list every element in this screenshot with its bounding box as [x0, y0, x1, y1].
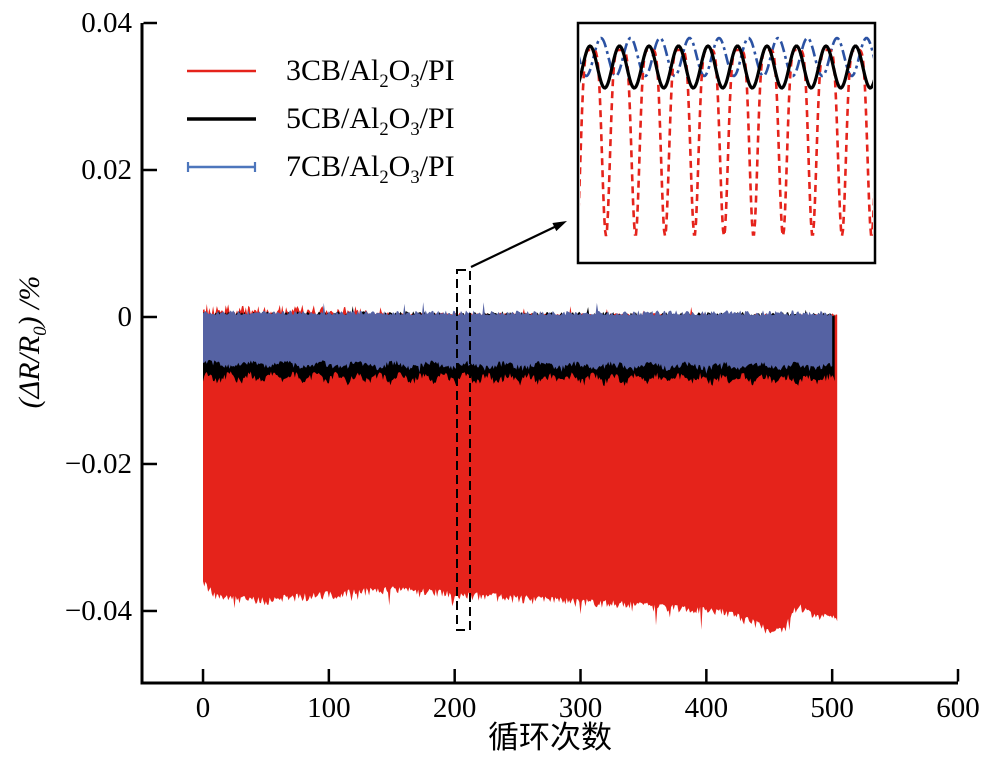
legend-item: 3CB/Al2O3/PI — [271, 51, 455, 91]
series-bands — [203, 302, 838, 634]
x-tick-label: 300 — [558, 692, 603, 724]
legend-item: 5CB/Al2O3/PI — [271, 99, 455, 139]
y-tick-label: 0.04 — [81, 7, 132, 39]
legend-swatches — [186, 69, 257, 172]
y-axis-title: (ΔR/R0) /% — [13, 275, 51, 409]
legend-label: 5CB/Al2O3/PI — [286, 102, 455, 140]
y-tick-label: 0 — [117, 300, 133, 333]
y-tick-label: 0.02 — [81, 153, 132, 186]
legend-label: 3CB/Al2O3/PI — [286, 54, 455, 92]
tick-marks — [143, 21, 960, 682]
y-tick-label: −0.04 — [64, 594, 132, 627]
zoom-region-dashed-rect — [456, 269, 471, 631]
inset-wave-3cb — [580, 48, 873, 237]
band-7cb — [203, 302, 833, 374]
x-tick-label: 500 — [810, 692, 854, 724]
x-tick-label: 0 — [195, 692, 211, 724]
inset — [576, 21, 877, 265]
y-tick-label: −0.02 — [64, 447, 132, 480]
inset-wave-7cb — [580, 36, 873, 78]
zoom-arrow-head — [552, 221, 567, 232]
x-tick-label: 200 — [432, 692, 477, 724]
inset-wave-5cb — [580, 44, 873, 90]
x-tick-label: 100 — [307, 692, 351, 724]
x-axis-title: 循环次数 — [488, 720, 612, 755]
zoom-arrow-line — [470, 224, 559, 268]
x-tick-label: 600 — [936, 692, 980, 724]
legend-label: 7CB/Al2O3/PI — [286, 150, 455, 188]
band-3cb — [203, 303, 838, 634]
legend-item: 7CB/Al2O3/PI — [271, 147, 455, 187]
inset-border — [576, 21, 877, 265]
x-tick-label: 400 — [684, 692, 729, 724]
inset-waves — [580, 36, 873, 237]
axes-lines — [140, 23, 958, 685]
